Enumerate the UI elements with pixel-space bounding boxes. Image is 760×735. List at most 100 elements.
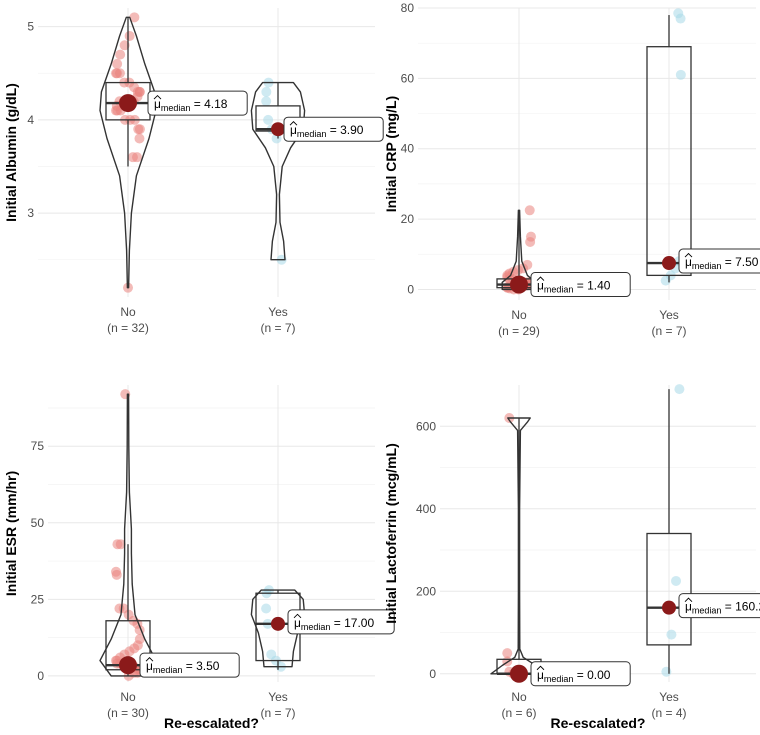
- median-dot: [271, 616, 285, 631]
- y-tick-label: 400: [416, 502, 436, 516]
- median-dot: [119, 94, 137, 113]
- x-tick-label: Yes: [659, 308, 679, 322]
- median-dot: [662, 256, 676, 271]
- y-axis-label: Initial CRP (mg/L): [383, 96, 399, 212]
- y-tick-label: 20: [401, 212, 415, 226]
- y-tick-label: 3: [27, 206, 34, 220]
- x-tick-label: Yes: [268, 690, 288, 704]
- median-dot: [662, 600, 676, 615]
- y-tick-label: 50: [31, 516, 45, 530]
- data-point: [124, 30, 135, 41]
- y-tick-label: 80: [401, 1, 415, 15]
- x-tick-count: (n = 7): [260, 321, 295, 335]
- x-tick-count: (n = 7): [260, 706, 295, 720]
- median-label: μmedian = 17.00: [294, 616, 374, 632]
- violin: [490, 417, 548, 675]
- x-tick-label: No: [120, 690, 136, 704]
- group-yes: Yes (n = 4): [646, 384, 692, 720]
- x-tick-count: (n = 32): [107, 321, 149, 335]
- y-tick-label: 200: [416, 584, 436, 598]
- y-tick-label: 0: [429, 667, 436, 681]
- y-tick-label: 600: [416, 419, 436, 433]
- x-tick-label: Yes: [659, 690, 679, 704]
- x-axis-label: Re-escalated?: [551, 715, 646, 731]
- median-dot: [271, 122, 285, 137]
- y-tick-label: 75: [31, 439, 45, 453]
- x-tick-count: (n = 7): [651, 324, 686, 338]
- data-point: [263, 114, 274, 125]
- hat-icon: [289, 121, 298, 126]
- data-point: [134, 133, 145, 144]
- median-label-box: [678, 593, 760, 619]
- chart-panel-4: 0 200 400 600 Initial Lactoferrin (mcg/mL) Re…: [383, 384, 760, 731]
- data-point: [675, 69, 686, 80]
- data-point: [129, 12, 140, 23]
- violin: [501, 209, 537, 291]
- median-label: μmedian = 160.24: [685, 600, 760, 616]
- group-no: No (n = 29): [496, 205, 542, 338]
- median-label: μmedian = 7.50: [685, 255, 759, 271]
- data-point: [502, 648, 513, 659]
- box: [646, 46, 692, 277]
- x-tick-label: Yes: [268, 305, 288, 319]
- data-point: [115, 49, 126, 60]
- data-point: [661, 666, 672, 677]
- x-tick-count: (n = 4): [651, 706, 686, 720]
- data-point: [524, 205, 535, 216]
- data-point: [114, 603, 125, 614]
- median-dot: [510, 275, 528, 294]
- y-tick-label: 4: [27, 113, 34, 127]
- y-tick-label: 0: [407, 282, 414, 296]
- data-point: [666, 629, 677, 640]
- data-point: [112, 58, 123, 69]
- y-axis-label: Initial Lactoferrin (mcg/mL): [383, 443, 399, 623]
- x-tick-label: No: [120, 305, 136, 319]
- data-point: [131, 152, 142, 163]
- x-tick-label: No: [511, 308, 527, 322]
- hat-icon: [153, 94, 162, 100]
- violin: [99, 393, 157, 677]
- data-point: [525, 231, 536, 242]
- data-point: [673, 8, 684, 19]
- median-label: μmedian = 0.00: [537, 668, 611, 684]
- median-label: μmedian = 3.50: [146, 659, 220, 675]
- y-axis-label: Initial ESR (mm/hr): [3, 471, 19, 596]
- data-point: [111, 68, 122, 79]
- data-point: [111, 566, 122, 577]
- median-label: μmedian = 3.90: [290, 123, 364, 139]
- median-label-box: [283, 116, 384, 142]
- data-point: [674, 384, 685, 395]
- data-point: [115, 539, 126, 550]
- median-label-box: [678, 248, 760, 274]
- chart-panel-3: 0 25 50 75 Initial ESR (mm/hr) Re-escalated? N…: [3, 385, 395, 731]
- data-point: [266, 649, 277, 660]
- y-tick-label: 25: [31, 592, 45, 606]
- median-label-box: [147, 90, 248, 116]
- chart-panel-1: 3 4 5 Initial Albumin (g/dL) No (n = 32) Yes (n…: [3, 8, 384, 335]
- data-point: [261, 96, 272, 107]
- x-tick-count: (n = 29): [498, 324, 540, 338]
- median-dot: [119, 656, 137, 675]
- data-point: [119, 40, 130, 51]
- hat-icon: [684, 252, 693, 258]
- box: [646, 532, 692, 646]
- hat-icon: [536, 276, 545, 281]
- median-label-box: [139, 652, 240, 678]
- y-tick-label: 0: [37, 669, 44, 683]
- data-point: [671, 575, 682, 586]
- y-tick-label: 5: [27, 20, 34, 34]
- y-tick-label: 60: [401, 71, 415, 85]
- hat-icon: [684, 597, 693, 602]
- hat-icon: [293, 613, 302, 619]
- data-point: [133, 124, 144, 135]
- chart-panel-2: 0 20 40 60 80 Initial CRP (mg/L) No (n = 29) Yes…: [383, 1, 760, 338]
- hat-icon: [536, 665, 545, 671]
- x-tick-label: No: [511, 690, 527, 704]
- y-tick-label: 40: [401, 142, 415, 156]
- data-point: [261, 86, 272, 97]
- median-label-box: [287, 609, 395, 635]
- x-tick-count: (n = 6): [501, 706, 536, 720]
- median-dot: [510, 664, 528, 683]
- median-label-box: [530, 272, 631, 298]
